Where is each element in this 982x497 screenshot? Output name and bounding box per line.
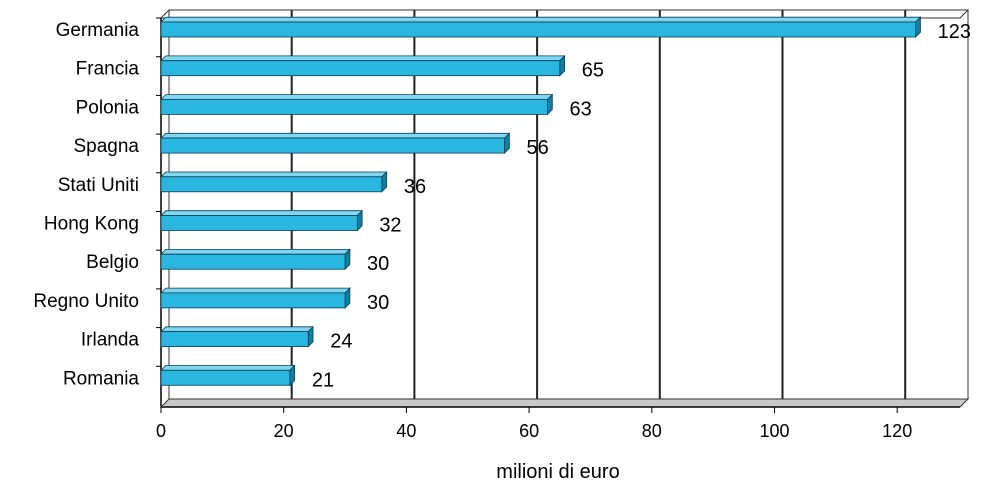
category-label: Stati Uniti (58, 175, 139, 196)
x-tick-label: 20 (274, 421, 294, 441)
bar (160, 209, 364, 232)
bar-top (160, 365, 296, 371)
category-label: Polonia (76, 97, 140, 118)
category-label: Germania (56, 20, 140, 41)
data-label: 30 (367, 253, 389, 275)
bar-top (160, 171, 388, 178)
x-tick-label: 0 (156, 421, 166, 441)
bar-top (160, 94, 554, 100)
x-tick-label: 100 (759, 421, 789, 441)
bar (160, 171, 388, 193)
bar-top (160, 248, 351, 255)
category-label: Francia (76, 59, 140, 80)
x-tick-label: 80 (642, 421, 662, 441)
category-label: Spagna (73, 136, 139, 157)
category-label: Belgio (86, 252, 139, 273)
bar-front (160, 60, 561, 77)
x-tick-label: 60 (519, 421, 539, 441)
bar-front (160, 253, 346, 270)
bar-front (160, 292, 346, 309)
bar (160, 287, 351, 309)
bar (160, 54, 566, 77)
category-label: Romania (63, 368, 139, 389)
category-label: Hong Kong (44, 214, 139, 235)
data-label: 21 (312, 369, 334, 391)
bars (160, 16, 922, 387)
bar-top (160, 210, 364, 216)
x-tick-label: 40 (396, 421, 416, 441)
bar (160, 132, 511, 155)
bar-top (160, 287, 351, 294)
data-label: 56 (527, 137, 549, 159)
plot-top-edge (159, 9, 970, 19)
bar-front (160, 21, 917, 38)
category-labels: Germania Francia Polonia Spagna Stati Uniti H… (33, 20, 139, 389)
bar (160, 16, 922, 38)
category-label: Irlanda (81, 330, 140, 351)
data-label: 123 (938, 21, 971, 43)
bar-front (160, 176, 383, 193)
bar (160, 93, 554, 116)
bar-top (160, 55, 566, 62)
category-label: Regno Unito (33, 291, 139, 312)
bar-top (160, 132, 511, 139)
x-axis-title: milioni di euro (496, 461, 619, 483)
data-label: 30 (367, 292, 389, 314)
plot-floor (159, 398, 970, 408)
data-label: 32 (379, 215, 401, 237)
bar-top (160, 326, 315, 333)
x-axis: 0 20 40 60 80 100 120 (156, 406, 960, 441)
bar-front (160, 215, 358, 231)
bar-front (160, 137, 505, 154)
bar-front (160, 369, 291, 386)
data-label: 24 (330, 331, 352, 353)
data-label: 63 (570, 98, 592, 120)
bar (160, 325, 315, 348)
data-label: 65 (582, 60, 604, 82)
bar-top (160, 16, 922, 23)
data-label: 36 (404, 176, 426, 198)
bar (160, 248, 351, 271)
bar (160, 364, 296, 387)
x-tick-label: 120 (882, 421, 912, 441)
bar-front (160, 99, 548, 115)
bar-front (160, 331, 309, 348)
